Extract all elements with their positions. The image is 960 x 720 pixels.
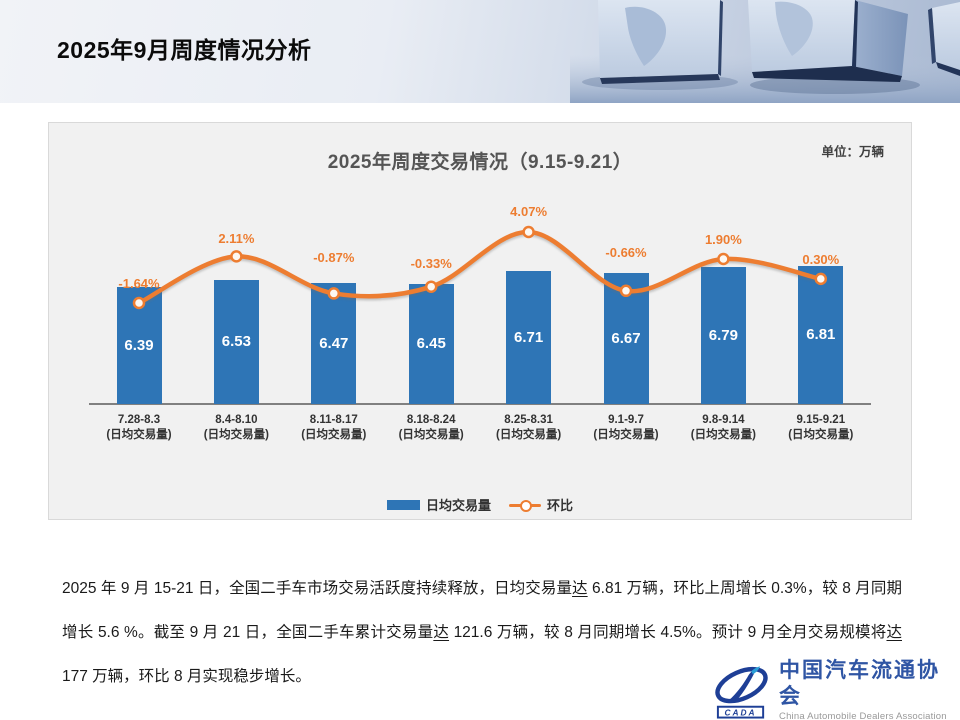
line-point-label: -0.33%	[410, 255, 452, 271]
text-run: 121.6 万辆，较 8 月同期增长 4.5%。预计 9 月全月交易规模将	[449, 623, 887, 641]
bar-value-label: 6.39	[124, 336, 154, 354]
legend-label-line: 环比	[547, 498, 574, 513]
bar-value-label: 6.79	[708, 326, 738, 344]
x-axis-tick-label: 8.18-8.24 (日均交易量)	[398, 414, 464, 441]
unit-label: 单位：万辆	[821, 145, 884, 159]
bar-value-label: 6.47	[319, 334, 349, 352]
x-axis-tick-label: 9.15-9.21 (日均交易量)	[788, 414, 854, 441]
bar-value-label: 6.71	[513, 328, 544, 346]
chart-legend: 日均交易量 环比	[49, 495, 911, 514]
chart-title: 2025年周度交易情况（9.15-9.21）	[327, 152, 633, 173]
chart-canvas: 6.39 -1.64% 7.28-8.3 (日均交易量) 6.53 2.11% 8.4-8.…	[49, 123, 913, 521]
x-axis-tick-label: 9.1-9.7 (日均交易量)	[593, 414, 659, 441]
x-axis-tick-label: 8.11-8.17 (日均交易量)	[301, 414, 367, 441]
underlined-text: 达	[886, 623, 902, 641]
legend-label-bar: 日均交易量	[425, 498, 491, 513]
text-run: 6.81 万辆，环比上周增长 0.3%，较 8 月同期增长 5.6 %。截至 9…	[62, 579, 902, 641]
bar-value-label: 6.53	[221, 333, 251, 350]
x-axis-tick-label: 7.28-8.3 (日均交易量)	[106, 414, 172, 441]
line-point-label: 1.90%	[704, 231, 742, 247]
header-band	[0, 0, 960, 103]
line-point-label: 2.11%	[218, 231, 255, 247]
legend-item-bar: 日均交易量	[386, 495, 491, 514]
x-axis-tick-label: 9.8-9.14 (日均交易量)	[690, 414, 756, 441]
line-point-label: 0.30%	[802, 251, 840, 267]
line-point-label: -1.64%	[118, 275, 160, 291]
x-axis-line	[89, 403, 871, 405]
line-point-label: -0.66%	[605, 244, 647, 260]
bar-swatch-icon	[386, 499, 420, 510]
text-run: 177 万辆，环比 8 月实现稳步增长。	[62, 667, 311, 685]
line-point-label: 4.07%	[510, 204, 548, 219]
line-marker-icon	[717, 252, 730, 266]
summary-paragraph: 2025 年 9 月 15-21 日，全国二手车市场交易活跃度持续释放，日均交易…	[62, 567, 902, 699]
world-cubes-image	[570, 0, 960, 103]
line-marker-icon	[230, 250, 243, 263]
text-run: 2025 年 9 月 15-21 日，全国二手车市场交易活跃度持续释放，日均交易…	[62, 579, 573, 597]
bar-value-label: 6.45	[416, 335, 446, 352]
chart-panel: 2025年周度交易情况（9.15-9.21） 单位：万辆 6.39 -1.64% 7…	[48, 122, 912, 520]
logo-name-zh: 中国汽车流通协会	[779, 659, 941, 708]
bar-value-label: 6.67	[611, 329, 641, 347]
legend-item-line: 环比	[509, 495, 573, 514]
x-axis-tick-label: 8.4-8.10 (日均交易量)	[203, 414, 269, 441]
cada-logo: CADA 中国汽车流通协会 China Automobile Dealers A…	[712, 658, 960, 720]
underlined-text: 达	[433, 623, 450, 641]
line-marker-swatch-icon	[509, 499, 541, 512]
logo-text: 中国汽车流通协会 China Automobile Dealers Associ…	[779, 658, 960, 720]
underlined-text: 达	[572, 579, 588, 597]
svg-text:CADA: CADA	[725, 707, 757, 717]
line-marker-icon	[522, 225, 535, 239]
x-axis-tick-label: 8.25-8.31 (日均交易量)	[496, 414, 562, 441]
bar-value-label: 6.81	[806, 326, 836, 343]
line-point-label: -0.87%	[313, 250, 355, 266]
growth-line-series	[132, 225, 828, 310]
slide-title: 2025年9月周度情况分析	[57, 37, 312, 63]
logo-name-en: China Automobile Dealers Association	[779, 711, 947, 720]
cada-emblem-icon: CADA	[715, 665, 768, 719]
